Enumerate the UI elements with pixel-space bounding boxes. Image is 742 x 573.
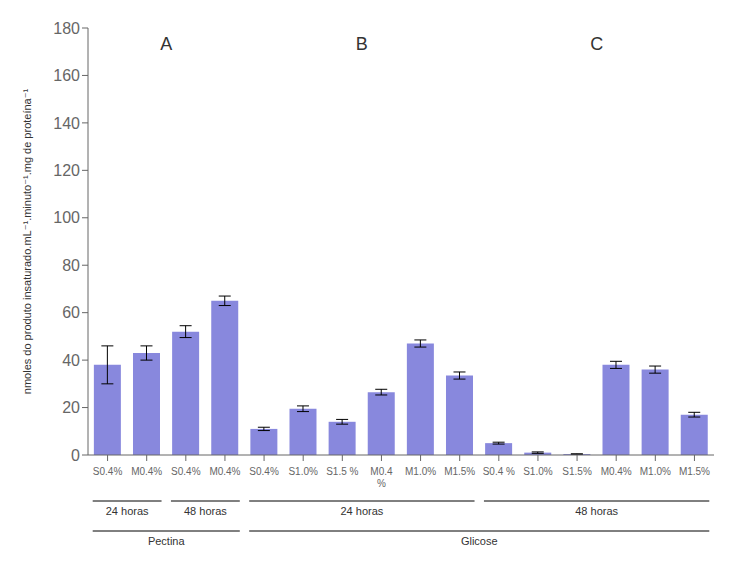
svg-text:24 horas: 24 horas [340, 505, 383, 517]
svg-text:B: B [356, 34, 368, 54]
svg-text:Pectina: Pectina [148, 535, 186, 547]
svg-text:100: 100 [53, 209, 80, 226]
svg-text:S0.4%: S0.4% [171, 466, 201, 477]
svg-text:48 horas: 48 horas [184, 505, 227, 517]
svg-text:M1.0%: M1.0% [405, 466, 436, 477]
svg-text:M0.4%: M0.4% [601, 466, 632, 477]
svg-text:0: 0 [71, 447, 80, 464]
svg-text:S0.4%: S0.4% [249, 466, 279, 477]
svg-text:180: 180 [53, 20, 80, 37]
svg-text:S1.0%: S1.0% [523, 466, 553, 477]
svg-text:M1.5%: M1.5% [679, 466, 710, 477]
svg-text:C: C [590, 34, 603, 54]
svg-text:20: 20 [62, 399, 80, 416]
svg-text:160: 160 [53, 67, 80, 84]
svg-text:S0.4%: S0.4% [93, 466, 123, 477]
svg-text:M0.4%: M0.4% [370, 466, 393, 489]
svg-text:60: 60 [62, 304, 80, 321]
svg-text:M0.4%: M0.4% [209, 466, 240, 477]
svg-text:S1.5%: S1.5% [562, 466, 592, 477]
svg-text:A: A [160, 34, 172, 54]
svg-text:48 horas: 48 horas [575, 505, 618, 517]
svg-text:M0.4%: M0.4% [131, 466, 162, 477]
svg-text:24 horas: 24 horas [106, 505, 149, 517]
svg-text:nmoles do produto insaturado.m: nmoles do produto insaturado.mL⁻¹.minuto… [21, 88, 33, 394]
svg-text:140: 140 [53, 115, 80, 132]
svg-text:S1.0%: S1.0% [288, 466, 318, 477]
svg-text:Glicose: Glicose [461, 535, 498, 547]
svg-text:S1.5 %: S1.5 % [326, 466, 358, 477]
svg-text:40: 40 [62, 352, 80, 369]
svg-text:120: 120 [53, 162, 80, 179]
svg-text:80: 80 [62, 257, 80, 274]
svg-text:S0.4 %: S0.4 % [483, 466, 515, 477]
svg-text:M1.0%: M1.0% [640, 466, 671, 477]
svg-text:M1.5%: M1.5% [444, 466, 475, 477]
